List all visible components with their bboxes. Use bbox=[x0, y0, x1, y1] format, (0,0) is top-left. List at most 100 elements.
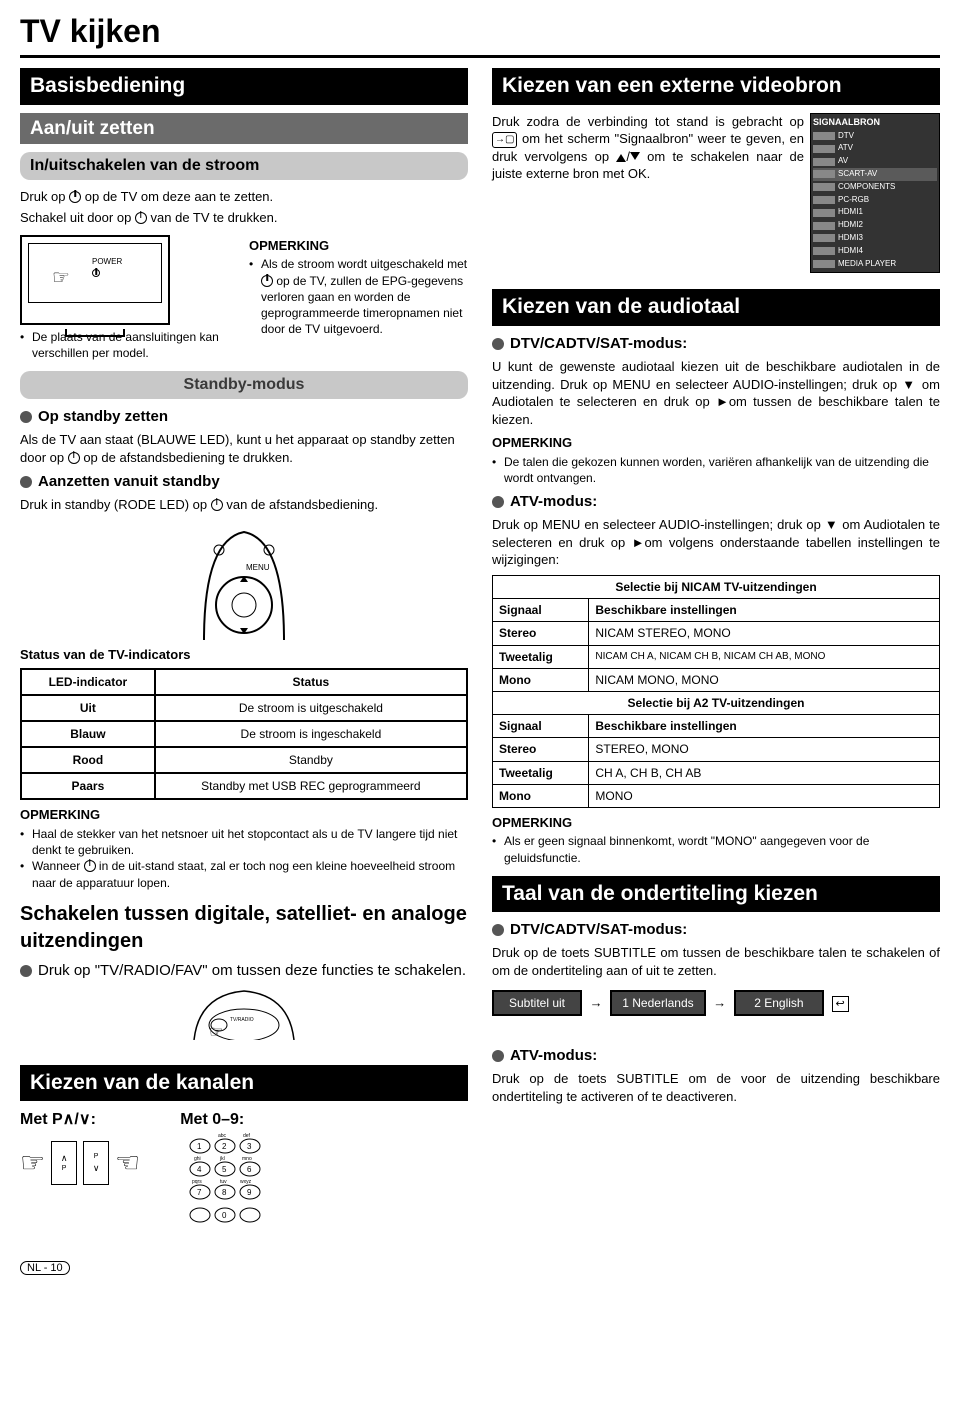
section-ondertitel: Taal van de ondertiteling kiezen bbox=[492, 876, 940, 912]
hand-right-icon: ☞ bbox=[115, 1144, 140, 1182]
page-footer: NL - 10 bbox=[20, 1259, 940, 1276]
power-off-text: Schakel uit door op van de TV te drukken… bbox=[20, 209, 468, 227]
arrow-icon: → bbox=[590, 994, 603, 1012]
met-p-title: Met P/: bbox=[20, 1109, 140, 1131]
subtitle-p2: Druk op de toets SUBTITLE om de voor de … bbox=[492, 1070, 940, 1105]
opmerking-label: OPMERKING bbox=[492, 434, 940, 452]
svg-text:def: def bbox=[243, 1133, 251, 1139]
arrow-icon: → bbox=[713, 994, 726, 1012]
signal-source-menu: SIGNAALBRON DTV ATV AV SCART-AV COMPONEN… bbox=[810, 113, 940, 274]
audio-table: Selectie bij NICAM TV-uitzendingen Signa… bbox=[492, 575, 940, 808]
section-videobron: Kiezen van een externe videobron bbox=[492, 68, 940, 104]
left-column: Basisbediening Aan/uit zetten In/uitscha… bbox=[20, 68, 468, 1245]
svg-text:mno: mno bbox=[242, 1156, 252, 1162]
table-row: MonoNICAM MONO, MONO bbox=[493, 668, 940, 691]
svg-text:1: 1 bbox=[197, 1142, 202, 1151]
svg-text:jkl: jkl bbox=[219, 1156, 225, 1162]
svg-text:6: 6 bbox=[247, 1165, 252, 1174]
subtitle-p1: Druk op de toets SUBTITLE om tussen de b… bbox=[492, 944, 940, 979]
table-row: UitDe stroom is uitgeschakeld bbox=[21, 695, 467, 721]
channel-methods: Met P/: ☞ ∧P P∨ ☞ Met 0–9: 1 2 3 bbox=[20, 1109, 468, 1245]
svg-text:TV/RADIO: TV/RADIO bbox=[230, 1017, 254, 1023]
opmerking-label: OPMERKING bbox=[20, 806, 468, 824]
status-table: LED-indicatorStatus UitDe stroom is uitg… bbox=[20, 668, 468, 801]
svg-text:abc: abc bbox=[218, 1133, 227, 1139]
section-basisbediening: Basisbediening bbox=[20, 68, 468, 104]
p-down-button: P∨ bbox=[83, 1141, 109, 1185]
power-label: POWER bbox=[92, 257, 122, 279]
tv-and-note: ☞ POWER De plaats van de aansluitingen k… bbox=[20, 231, 468, 363]
hand-left-icon: ☞ bbox=[20, 1144, 45, 1182]
svg-text:8: 8 bbox=[222, 1188, 227, 1197]
opmerking-label: OPMERKING bbox=[249, 237, 468, 255]
svg-text:3: 3 bbox=[247, 1142, 252, 1151]
tvradio-remote: TV/RADIO ☞ bbox=[184, 985, 304, 1055]
opmerking-label: OPMERKING bbox=[492, 814, 940, 832]
subsection-standby: Standby-modus bbox=[20, 371, 468, 399]
down-icon bbox=[630, 152, 640, 160]
subsection-inuit: In/uitschakelen van de stroom bbox=[20, 152, 468, 180]
audio-p1: U kunt de gewenste audiotaal kiezen uit … bbox=[492, 358, 940, 428]
opm-2-2: Wanneer in de uit-stand staat, zal er to… bbox=[20, 858, 468, 890]
aanzetten-head: Aanzetten vanuit standby bbox=[20, 472, 468, 492]
aansluitingen-note: De plaats van de aansluitingen kan versc… bbox=[20, 329, 239, 361]
right-column: Kiezen van een externe videobron SIGNAAL… bbox=[492, 68, 940, 1245]
svg-text:☞: ☞ bbox=[209, 1024, 223, 1040]
power-on-text: Druk op op de TV om deze aan te zetten. bbox=[20, 188, 468, 206]
power-icon bbox=[69, 191, 81, 203]
audio-opm2: Als er geen signaal binnenkomt, wordt "M… bbox=[492, 833, 940, 865]
p-up-button: ∧P bbox=[51, 1141, 77, 1185]
subtitle-pills: Subtitel uit → 1 Nederlands → 2 English … bbox=[492, 990, 940, 1016]
svg-text:wxyz: wxyz bbox=[240, 1179, 252, 1185]
svg-text:9: 9 bbox=[247, 1188, 252, 1197]
table-row: TweetaligCH A, CH B, CH AB bbox=[493, 761, 940, 784]
audio-p2: Druk op MENU en selecteer AUDIO-instelli… bbox=[492, 516, 940, 569]
return-icon: ↩ bbox=[832, 996, 849, 1013]
table-row: MonoMONO bbox=[493, 784, 940, 807]
dtv-mode-head: DTV/CADTV/SAT-modus: bbox=[492, 334, 940, 354]
svg-text:7: 7 bbox=[197, 1188, 202, 1197]
audio-opm: De talen die gekozen kunnen worden, vari… bbox=[492, 454, 940, 486]
pill-off: Subtitel uit bbox=[492, 990, 582, 1016]
power-icon bbox=[135, 212, 147, 224]
svg-text:2: 2 bbox=[222, 1142, 227, 1151]
power-icon bbox=[84, 860, 96, 872]
opmerking-1: Als de stroom wordt uitgeschakeld met op… bbox=[249, 256, 468, 337]
page-number: NL - 10 bbox=[20, 1261, 70, 1275]
tv-diagram: ☞ POWER bbox=[20, 235, 170, 325]
svg-text:5: 5 bbox=[222, 1165, 227, 1174]
power-icon bbox=[211, 499, 223, 511]
title-rule bbox=[20, 55, 940, 58]
table-row: TweetaligNICAM CH A, NICAM CH B, NICAM C… bbox=[493, 645, 940, 668]
dtv-mode-head-2: DTV/CADTV/SAT-modus: bbox=[492, 920, 940, 940]
input-icon: →▢ bbox=[492, 132, 517, 148]
atv-mode-head: ATV-modus: bbox=[492, 492, 940, 512]
section-aanuit: Aan/uit zetten bbox=[20, 113, 468, 145]
table-row: RoodStandby bbox=[21, 747, 467, 773]
status-title: Status van de TV-indicators bbox=[20, 646, 468, 664]
svg-text:tuv: tuv bbox=[220, 1179, 227, 1185]
svg-text:pqrs: pqrs bbox=[192, 1179, 202, 1185]
table-row: BlauwDe stroom is ingeschakeld bbox=[21, 721, 467, 747]
op-standby-head: Op standby zetten bbox=[20, 407, 468, 427]
remote-diagram: MENU bbox=[184, 520, 304, 640]
standby-text: Als de TV aan staat (BLAUWE LED), kunt u… bbox=[20, 431, 468, 466]
pill-nl: 1 Nederlands bbox=[610, 990, 705, 1016]
power-icon bbox=[68, 452, 80, 464]
table-row: StereoNICAM STEREO, MONO bbox=[493, 622, 940, 645]
two-column-layout: Basisbediening Aan/uit zetten In/uitscha… bbox=[20, 68, 940, 1245]
page-title: TV kijken bbox=[20, 10, 940, 53]
table-row: PaarsStandby met USB REC geprogrammeerd bbox=[21, 773, 467, 799]
met-09-title: Met 0–9: bbox=[180, 1109, 270, 1131]
up-icon bbox=[616, 154, 626, 162]
svg-text:ghi: ghi bbox=[194, 1156, 201, 1162]
opm-2-1: Haal de stekker van het netsnoer uit het… bbox=[20, 826, 468, 858]
section-audiotaal: Kiezen van de audiotaal bbox=[492, 289, 940, 325]
svg-text:0: 0 bbox=[222, 1211, 227, 1220]
schakelen-text: Druk op "TV/RADIO/FAV" om tussen deze fu… bbox=[20, 961, 468, 981]
pill-en: 2 English bbox=[734, 990, 824, 1016]
table-row: StereoSTEREO, MONO bbox=[493, 738, 940, 761]
section-kanalen: Kiezen van de kanalen bbox=[20, 1065, 468, 1101]
hand-icon: ☞ bbox=[52, 265, 70, 292]
schakelen-title: Schakelen tussen digitale, satelliet- en… bbox=[20, 901, 468, 955]
